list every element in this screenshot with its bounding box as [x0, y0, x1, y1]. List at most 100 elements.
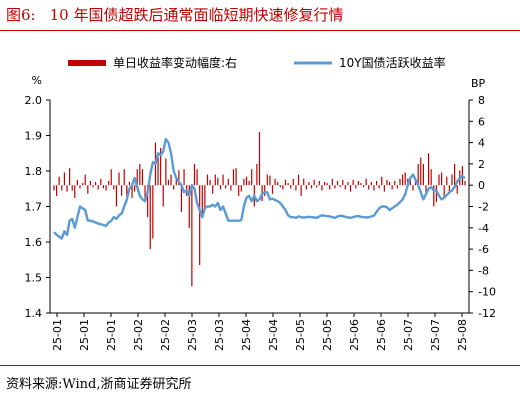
- bar: [295, 185, 297, 191]
- bar: [61, 185, 63, 191]
- bar: [352, 179, 354, 186]
- bar: [79, 185, 81, 189]
- bar: [422, 163, 424, 186]
- bar: [212, 185, 214, 194]
- bar: [375, 180, 378, 186]
- bar: [69, 168, 71, 186]
- bar: [157, 153, 159, 186]
- bar: [292, 178, 294, 186]
- bar: [131, 185, 133, 198]
- bar: [89, 180, 92, 186]
- bar: [349, 185, 352, 192]
- x-tick-label: 25-05: [294, 319, 307, 351]
- bar: [443, 185, 445, 198]
- bar: [417, 163, 419, 186]
- bar: [115, 185, 118, 207]
- bar: [256, 163, 258, 186]
- source-note: 资料来源:Wind,浙商证券研究所: [6, 377, 192, 392]
- bar: [193, 163, 196, 186]
- bar: [102, 185, 105, 189]
- bar: [420, 157, 422, 186]
- bar: [214, 174, 216, 186]
- legend-bar-label: 单日收益率变动幅度:右: [113, 55, 237, 70]
- bar: [308, 182, 310, 186]
- x-tick-label: 25-08: [456, 319, 469, 351]
- left-tick-label: 1.8: [25, 165, 43, 178]
- bar: [204, 185, 206, 209]
- left-tick-label: 1.5: [25, 272, 43, 285]
- bar: [321, 185, 323, 191]
- bar: [430, 169, 432, 186]
- bar: [297, 174, 300, 186]
- bar: [303, 178, 305, 186]
- bar: [453, 163, 456, 186]
- bar: [323, 182, 326, 186]
- x-tick-label: 25-01: [51, 319, 64, 351]
- bar: [240, 185, 242, 192]
- bar: [123, 169, 125, 186]
- bar: [126, 185, 128, 203]
- figure-title: 图6: 10 年国债超跌后通常面临短期快速修复行情: [6, 4, 343, 25]
- bar: [238, 185, 240, 196]
- bar: [180, 185, 183, 212]
- left-tick-label: 1.7: [25, 201, 43, 214]
- x-tick-label: 25-07: [429, 319, 442, 351]
- bar: [404, 172, 406, 186]
- bar: [399, 178, 401, 186]
- bar: [227, 178, 229, 186]
- legend: 单日收益率变动幅度:右 10Y国债活跃收益率: [68, 55, 446, 70]
- bar: [362, 185, 365, 188]
- bar: [58, 176, 60, 186]
- bar: [414, 180, 417, 186]
- bar: [446, 176, 448, 186]
- bar: [53, 185, 55, 191]
- bar: [435, 185, 437, 203]
- right-tick-label: -4: [478, 222, 489, 235]
- bar: [110, 169, 112, 186]
- bar: [300, 185, 302, 196]
- right-tick-label: 2: [478, 158, 485, 171]
- right-tick-label: 4: [478, 137, 485, 150]
- bar: [334, 185, 336, 189]
- bar: [266, 174, 268, 186]
- bar: [118, 172, 120, 186]
- bar: [427, 153, 430, 186]
- bar: [425, 185, 427, 196]
- right-unit-label: BP: [471, 77, 486, 90]
- bar: [401, 174, 404, 186]
- bar: [191, 185, 193, 287]
- bar: [199, 185, 201, 266]
- x-tick-label: 25-06: [348, 319, 361, 351]
- left-tick-label: 2.0: [25, 94, 43, 107]
- bar: [388, 182, 391, 186]
- bar: [178, 170, 180, 186]
- bar: [162, 185, 164, 207]
- bar: [347, 182, 349, 186]
- bar: [391, 185, 393, 190]
- bar: [136, 169, 138, 186]
- bar: [147, 185, 149, 218]
- bar: [152, 185, 154, 239]
- bar: [66, 185, 68, 192]
- bar: [74, 185, 76, 198]
- bar: [219, 185, 222, 190]
- x-tick-label: 25-01: [78, 319, 91, 351]
- bar: [269, 175, 271, 186]
- bar: [433, 185, 435, 207]
- bar: [160, 147, 162, 186]
- bar: [188, 185, 190, 228]
- bar: [139, 163, 141, 186]
- bar: [370, 182, 372, 186]
- right-tick-label: -12: [478, 307, 496, 320]
- bar: [206, 174, 209, 186]
- left-tick-label: 1.4: [25, 307, 43, 320]
- bar: [274, 178, 276, 186]
- x-tick-label: 25-03: [186, 319, 199, 351]
- bar: [248, 180, 250, 186]
- right-tick-label: -10: [478, 286, 496, 299]
- figure-title-text: 10 年国债超跌后通常面临短期快速修复行情: [49, 6, 344, 24]
- bar: [394, 180, 396, 186]
- bar: [355, 185, 357, 189]
- bar: [396, 185, 398, 189]
